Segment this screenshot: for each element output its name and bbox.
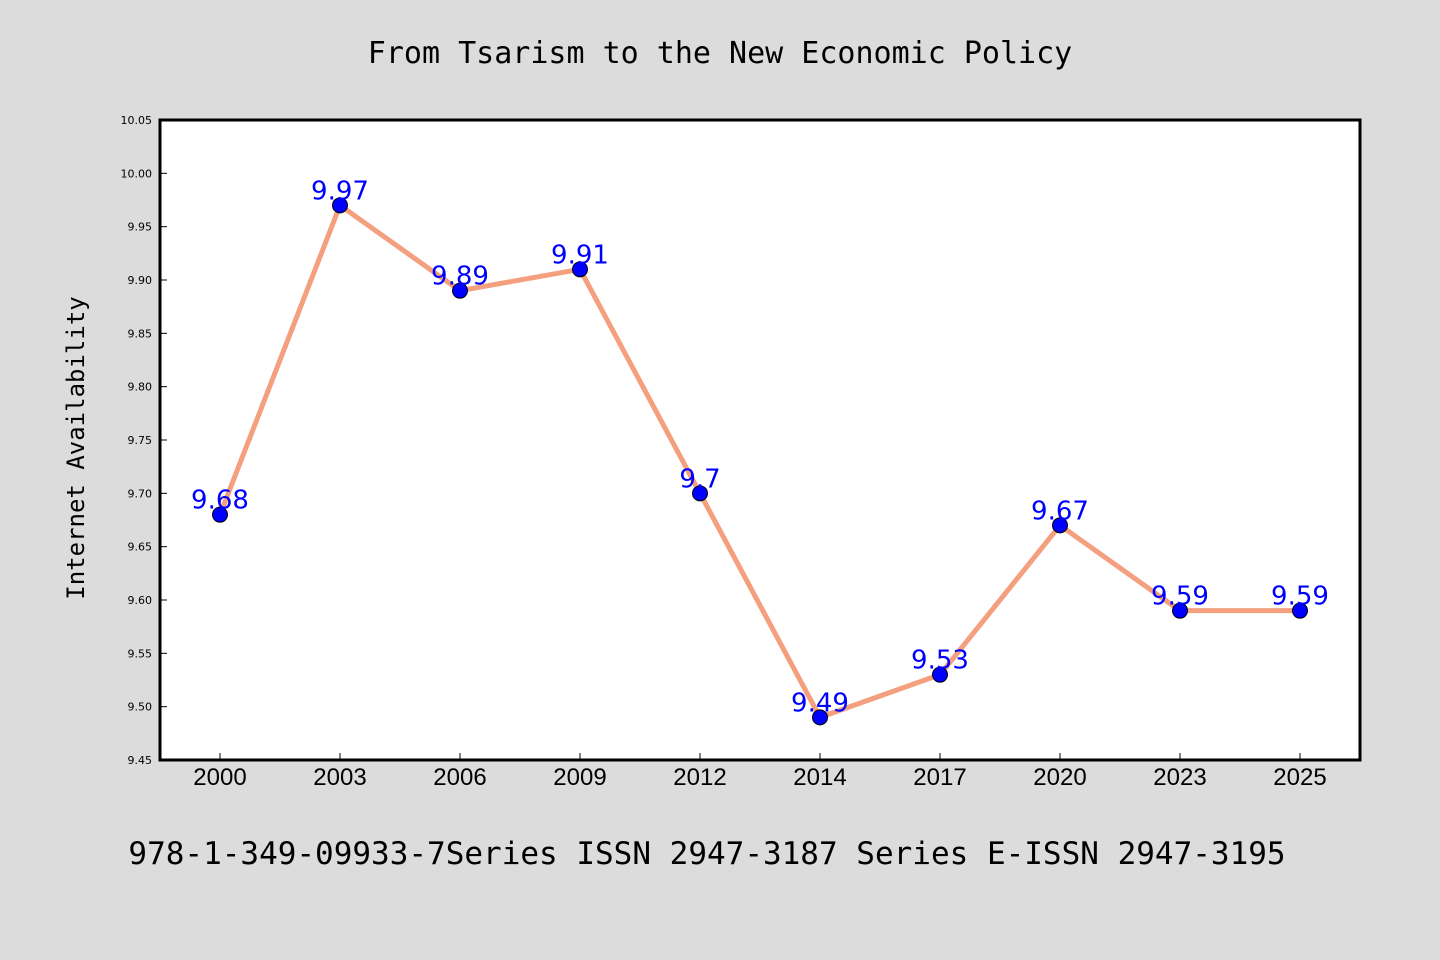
x-tick-label: 2014 — [793, 764, 846, 791]
data-point — [692, 485, 708, 502]
data-point — [452, 282, 468, 299]
data-point — [1052, 517, 1068, 534]
chart-title: From Tsarism to the New Economic Policy — [368, 36, 1072, 71]
data-label: 9.7 — [679, 464, 720, 494]
data-label: 9.91 — [551, 240, 609, 270]
y-tick-label: 9.60 — [128, 594, 153, 607]
y-tick-label: 9.95 — [128, 221, 153, 234]
data-point — [1292, 602, 1308, 619]
data-label: 9.89 — [431, 262, 489, 292]
y-tick-label: 9.50 — [128, 701, 153, 714]
data-point — [1172, 602, 1188, 619]
x-tick-label: 2020 — [1033, 764, 1086, 791]
x-tick-label: 2006 — [433, 764, 486, 791]
data-label: 9.59 — [1271, 582, 1329, 612]
data-point — [212, 506, 228, 523]
data-point — [572, 261, 588, 278]
series-line — [217, 202, 1303, 720]
x-tick-label: 2025 — [1273, 764, 1326, 791]
data-point — [332, 197, 348, 214]
y-tick-label: 10.00 — [121, 167, 153, 180]
isbn-caption: 978-1-349-09933-7Series ISSN 2947-3187 S… — [128, 836, 1285, 872]
y-axis-ticks: 9.45 9.50 9.55 9.60 9.65 9.70 9.75 9.80 9.85 9.90… — [121, 114, 167, 767]
x-tick-label: 2012 — [673, 764, 726, 791]
x-tick-label: 2000 — [193, 764, 246, 791]
data-label: 9.59 — [1151, 582, 1209, 612]
y-axis-label: Internet Availability — [62, 296, 90, 599]
plot-frame — [158, 118, 1362, 762]
y-tick-label: 9.85 — [128, 327, 153, 340]
x-axis-ticks: 2000 2003 2006 2009 2012 2014 2017 2020 2023 2025 — [193, 753, 1327, 791]
y-tick-label: 9.70 — [128, 487, 153, 500]
series-layer: 9.68 9.97 9.89 9.91 9.7 9.49 9.53 9.67 9.59 9.59 — [191, 176, 1329, 726]
y-tick-label: 9.75 — [128, 434, 153, 447]
data-point — [812, 709, 828, 726]
y-tick-label: 9.65 — [128, 541, 153, 554]
y-tick-label: 9.90 — [128, 274, 153, 287]
data-label: 9.68 — [191, 486, 249, 516]
data-label: 9.97 — [311, 176, 369, 206]
x-tick-label: 2003 — [313, 764, 366, 791]
x-tick-label: 2009 — [553, 764, 606, 791]
y-tick-label: 9.55 — [128, 647, 153, 660]
y-tick-label: 10.05 — [121, 114, 153, 127]
x-tick-label: 2023 — [1153, 764, 1206, 791]
y-tick-label: 9.80 — [128, 381, 153, 394]
y-tick-label: 9.45 — [128, 754, 153, 767]
data-label: 9.67 — [1031, 496, 1089, 526]
data-point — [932, 666, 948, 683]
x-tick-label: 2017 — [913, 764, 966, 791]
data-label: 9.49 — [791, 688, 849, 718]
data-label: 9.53 — [911, 646, 969, 676]
plot-area — [160, 120, 1360, 760]
